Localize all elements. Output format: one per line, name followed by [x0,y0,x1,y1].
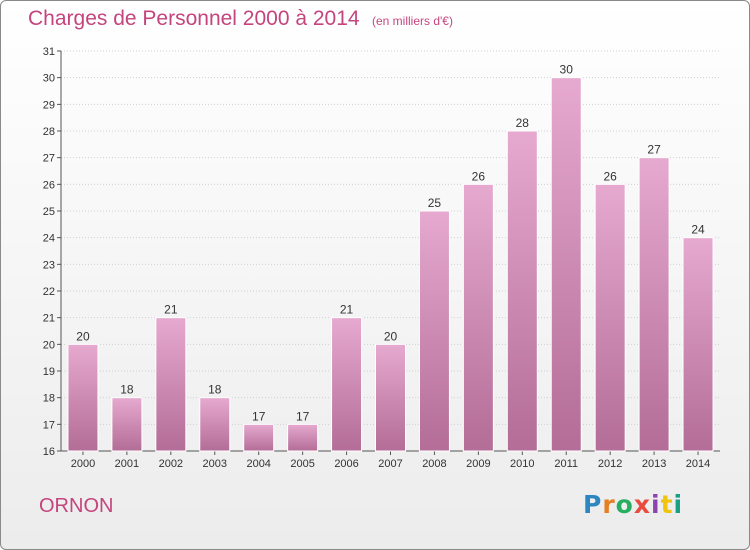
x-tick-label-2009: 2009 [466,458,490,470]
bar-2014 [682,237,714,452]
data-label-2003: 18 [208,383,222,397]
logo-letter: t [660,490,674,519]
data-label-2010: 28 [516,116,530,130]
proxiti-logo: Proxiti [583,490,683,519]
x-tick-label-2007: 2007 [378,458,402,470]
y-tick-label: 21 [43,313,55,325]
data-label-2008: 25 [428,196,442,210]
y-tick-label: 30 [43,73,55,85]
x-tick-label-2004: 2004 [246,458,270,470]
y-tick-label: 24 [43,233,55,245]
label-layer: 20 18 21 18 17 17 21 20 25 26 28 30 26 27 24 [76,63,705,424]
y-tick-label: 27 [43,153,55,165]
x-tick-label-2010: 2010 [510,458,534,470]
x-tick-label-2003: 2003 [203,458,227,470]
x-tick-label-2011: 2011 [554,458,578,470]
y-tick-label: 17 [43,419,55,431]
data-label-2006: 21 [340,303,354,317]
y-tick-label: 29 [43,99,55,111]
data-label-2002: 21 [164,303,178,317]
logo-letter: i [651,490,661,519]
logo-letter: r [602,490,616,519]
data-label-2000: 20 [76,329,90,343]
bar-2003 [199,397,231,452]
data-label-2013: 27 [647,143,661,157]
y-tick-label: 31 [43,46,55,58]
logo-letter: P [583,490,603,519]
bar-layer [67,77,714,452]
bar-2006 [331,317,363,452]
bar-2004 [243,423,275,452]
data-label-2014: 24 [691,223,705,237]
y-tick-label: 16 [43,446,55,458]
bar-2001 [111,397,143,452]
y-tick-label: 26 [43,179,55,191]
bar-2012 [594,183,626,452]
y-tick-label: 22 [43,286,55,298]
bar-2011 [550,77,582,452]
y-tick-label: 28 [43,126,55,138]
data-label-2004: 17 [252,409,266,423]
bar-2013 [638,157,670,452]
x-tick-label-2001: 2001 [115,458,139,470]
x-tick-label-2006: 2006 [334,458,358,470]
commune-name: ORNON [39,495,114,517]
y-tick-label: 25 [43,206,55,218]
y-tick-label: 23 [43,259,55,271]
x-tick-label-2014: 2014 [686,458,710,470]
x-tick-label-2002: 2002 [159,458,183,470]
logo-letter: o [615,490,634,519]
bar-2007 [375,343,406,452]
y-tick-label: 20 [43,339,55,351]
bar-2005 [287,423,319,452]
data-label-2009: 26 [472,169,486,183]
x-tick-label-2005: 2005 [290,458,314,470]
logo-letter: x [633,490,651,519]
data-label-2001: 18 [120,383,134,397]
x-tick-label-2013: 2013 [642,458,666,470]
unit-note: (en milliers d'€) [372,14,453,28]
x-tick-label-2000: 2000 [71,458,95,470]
data-label-2011: 30 [560,63,574,77]
y-tick-label: 18 [43,393,55,405]
data-label-2005: 17 [296,409,310,423]
bar-2002 [155,317,187,452]
x-tick-label-2012: 2012 [598,458,622,470]
bar-2008 [418,210,450,452]
chart-title: Charges de Personnel 2000 à 2014 [28,7,360,30]
data-label-2012: 26 [603,169,617,183]
y-tick-label: 19 [43,366,55,378]
data-label-2007: 20 [384,329,398,343]
bar-2009 [462,183,494,452]
bar-2010 [506,130,538,452]
axis-layer: 16 17 18 19 20 21 22 23 24 25 26 27 28 29 30 31 2000 2001… [43,46,720,470]
bar-2000 [67,343,99,452]
logo-letter: i [673,490,684,519]
x-tick-label-2008: 2008 [422,458,446,470]
